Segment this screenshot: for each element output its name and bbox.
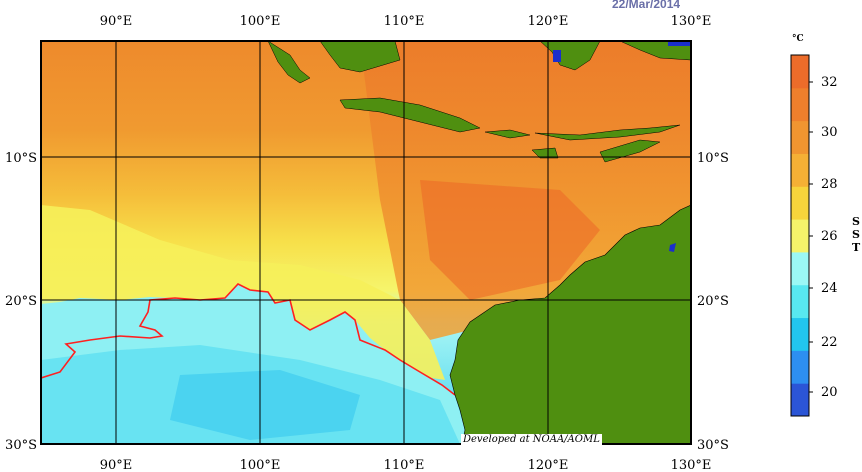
inland-water <box>669 243 676 252</box>
lon-label-top-110: 110°E <box>384 14 425 29</box>
lon-label-bottom-110: 110°E <box>384 458 425 472</box>
colorbar-segment <box>791 350 809 384</box>
land-australia <box>449 204 691 444</box>
land-nusa-tenggara <box>534 124 681 141</box>
colorbar-tick-label: 30 <box>821 125 838 140</box>
colorbar-tick-label: 24 <box>821 281 838 296</box>
coolest-water-patch <box>170 370 360 440</box>
lon-label-bottom-130: 130°E <box>671 458 712 472</box>
land-sulawesi <box>539 41 601 71</box>
lat-label-left-10s: 10°S <box>5 151 37 166</box>
colorbar-segment <box>791 284 809 319</box>
isotherm-contour <box>41 283 456 396</box>
colorbar-segment <box>791 219 809 253</box>
colorbar-tick-label: 28 <box>821 177 838 192</box>
lon-label-top-120: 120°E <box>528 14 569 29</box>
land-bali-lombok <box>484 129 531 139</box>
credit-label: Developed at NOAA/AOML <box>461 434 602 446</box>
land-borneo <box>319 41 401 73</box>
colorbar-tick-label: 26 <box>821 229 838 244</box>
colorbar-tick-label: 32 <box>821 75 838 90</box>
colorbar-segment <box>791 317 809 351</box>
map-frame <box>40 40 692 445</box>
lat-label-right-10s: 10°S <box>697 151 729 166</box>
lon-label-bottom-120: 120°E <box>528 458 569 472</box>
colorbar-tick-label: 22 <box>821 335 838 350</box>
lon-label-top-90: 90°E <box>100 14 133 29</box>
date-label: 22/Mar/2014 <box>612 0 681 11</box>
colorbar-segment <box>791 383 809 417</box>
lake-marker <box>553 50 561 62</box>
colorbar-segment <box>791 251 809 286</box>
colorbar-segment <box>791 153 809 187</box>
sst-colorbar: 20 22 24 26 28 30 32 <box>790 54 838 417</box>
colorbar-unit: °C <box>792 34 804 44</box>
lat-label-left-30s: 30°S <box>5 438 37 453</box>
colorbar-segment <box>791 55 809 89</box>
colorbar-tick-label: 20 <box>821 385 838 400</box>
lat-label-right-30s: 30°S <box>697 438 729 453</box>
colorbar-segment <box>791 186 809 220</box>
lon-label-top-130: 130°E <box>671 14 712 29</box>
lon-label-bottom-100: 100°E <box>240 458 281 472</box>
land-java <box>339 97 481 133</box>
colorbar-title: SST <box>852 215 861 254</box>
lat-label-right-20s: 20°S <box>697 294 729 309</box>
water-marker <box>668 41 690 46</box>
map-area <box>41 41 691 444</box>
lon-label-top-100: 100°E <box>240 14 281 29</box>
colorbar-segment <box>791 120 809 154</box>
lat-label-left-20s: 20°S <box>5 294 37 309</box>
land-sumba <box>531 147 559 159</box>
colorbar-segment <box>791 87 809 122</box>
graticule <box>41 41 691 444</box>
warmest-water-patch <box>420 180 600 300</box>
land-sumatra <box>267 41 311 84</box>
lon-label-bottom-90: 90°E <box>100 458 133 472</box>
